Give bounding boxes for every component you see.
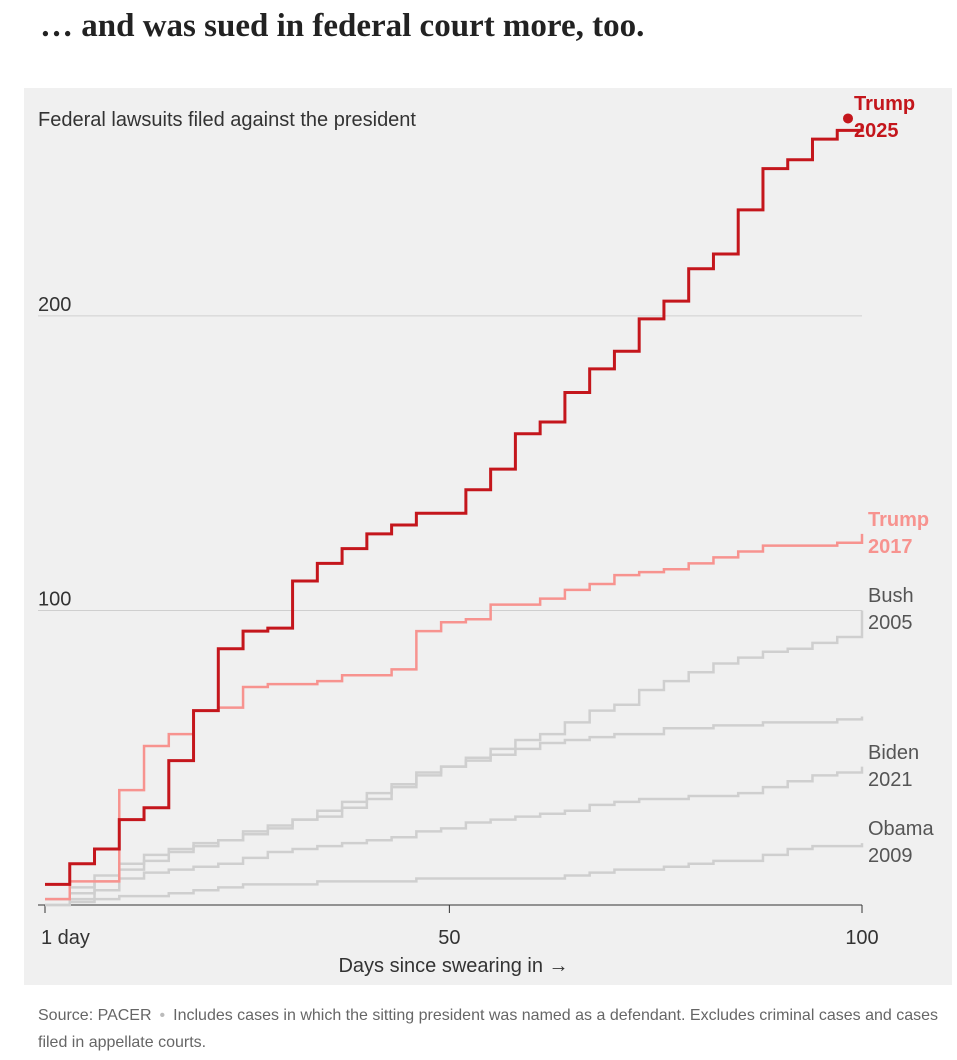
- end-dot: [843, 113, 853, 124]
- series-label: Biden 2021: [868, 741, 920, 791]
- y-tick-label: 100: [38, 588, 71, 610]
- x-tick-label: 100: [845, 927, 878, 949]
- chart: Federal lawsuits filed against the presi…: [24, 88, 952, 985]
- series-label: Trump 2025: [854, 93, 916, 143]
- chart-panel: [24, 88, 952, 985]
- series-line: [45, 124, 864, 886]
- x-tick-label: 1 day: [41, 927, 90, 949]
- chart-subtitle: Federal lawsuits filed against the presi…: [38, 109, 416, 131]
- series-line: [45, 843, 864, 907]
- series-line: [45, 716, 864, 901]
- page-title: … and was sued in federal court more, to…: [40, 8, 645, 44]
- series-label: Obama 2009: [868, 818, 934, 868]
- y-tick-label: 200: [38, 294, 71, 316]
- note: Includes cases in which the sitting pres…: [38, 1007, 938, 1051]
- x-axis-title: Days since swearing in →: [338, 955, 568, 977]
- series-line: [45, 610, 864, 901]
- series-label: Trump 2017: [868, 508, 930, 558]
- separator: •: [159, 1007, 166, 1024]
- series-label: Bush 2005: [868, 585, 914, 635]
- source: Source: PACER: [38, 1007, 152, 1024]
- footer: Source: PACER • Includes cases in which th…: [38, 1002, 943, 1056]
- series-line: [45, 766, 864, 907]
- x-tick-label: 50: [438, 927, 460, 949]
